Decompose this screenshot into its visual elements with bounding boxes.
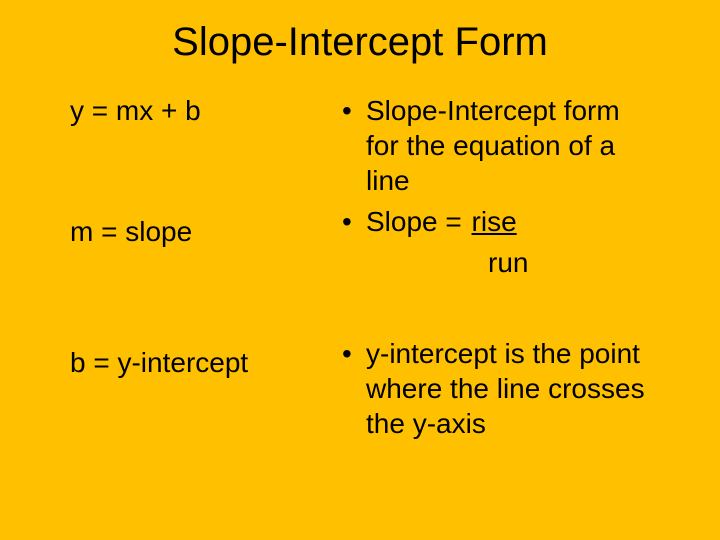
right-column: • Slope-Intercept form for the equation … — [340, 93, 660, 447]
bullet-dot-icon: • — [340, 336, 366, 371]
fraction-numerator: rise — [470, 206, 517, 237]
equation-b: b = y-intercept — [70, 345, 330, 380]
slide-title: Slope-Intercept Form — [0, 0, 720, 93]
equation-formula: y = mx + b — [70, 93, 330, 128]
equation-m: m = slope — [70, 214, 330, 249]
fraction-denominator-line: run — [340, 245, 660, 280]
left-column: y = mx + b m = slope b = y-intercept — [70, 93, 330, 447]
slide-body: y = mx + b m = slope b = y-intercept • S… — [0, 93, 720, 447]
bullet-dot-icon: • — [340, 93, 366, 128]
bullet-3: • y-intercept is the point where the lin… — [340, 336, 660, 441]
bullet-1: • Slope-Intercept form for the equation … — [340, 93, 660, 198]
bullet-1-text: Slope-Intercept form for the equation of… — [366, 93, 660, 198]
slope-equals-label: Slope = — [366, 206, 470, 237]
bullet-2: • Slope = rise — [340, 204, 660, 239]
bullet-3-text: y-intercept is the point where the line … — [366, 336, 660, 441]
bullet-2-text: Slope = rise — [366, 204, 660, 239]
bullet-dot-icon: • — [340, 204, 366, 239]
fraction-denominator: run — [488, 247, 528, 278]
slide: Slope-Intercept Form y = mx + b m = slop… — [0, 0, 720, 540]
